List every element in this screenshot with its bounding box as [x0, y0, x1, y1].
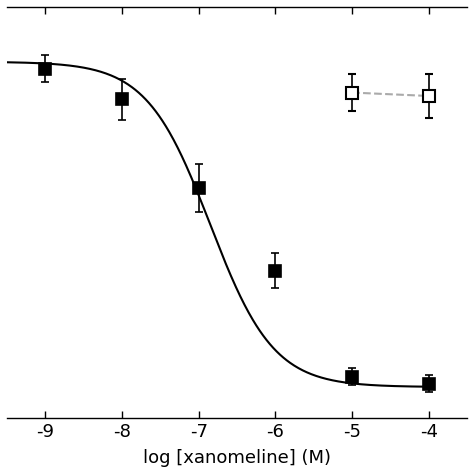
X-axis label: log [xanomeline] (M): log [xanomeline] (M) [143, 449, 331, 467]
